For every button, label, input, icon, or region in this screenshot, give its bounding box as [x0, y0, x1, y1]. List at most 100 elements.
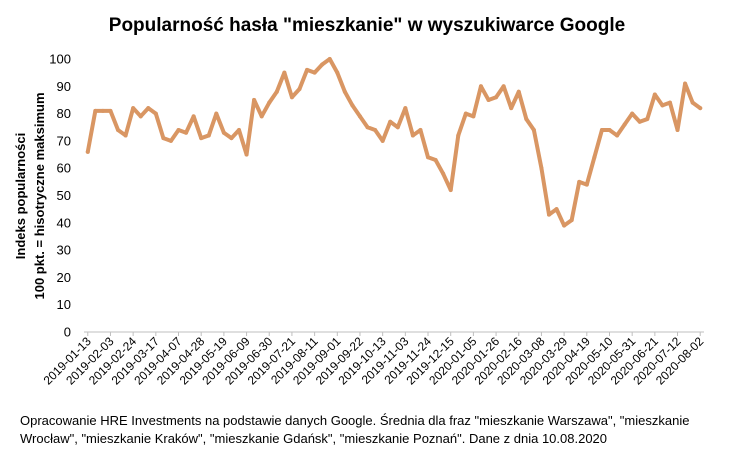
- data-point: [448, 188, 453, 193]
- data-point: [161, 136, 166, 141]
- data-point: [599, 127, 604, 132]
- y-tick-label: 10: [57, 297, 71, 312]
- data-point: [531, 127, 536, 132]
- y-tick-label: 20: [57, 270, 71, 285]
- data-point: [509, 106, 514, 111]
- source-footnote: Opracowanie HRE Investments na podstawie…: [20, 412, 720, 448]
- y-tick-label: 0: [64, 325, 71, 340]
- y-axis: 0 10 20 30 40 50 60 70 80 90 100: [49, 52, 71, 340]
- data-point: [395, 125, 400, 130]
- data-point: [131, 106, 136, 111]
- data-point: [237, 127, 241, 132]
- data-point: [607, 127, 612, 132]
- data-point: [577, 179, 582, 184]
- data-point: [320, 62, 325, 67]
- data-point: [289, 95, 294, 100]
- data-point: [221, 130, 226, 135]
- y-tick-label: 60: [57, 161, 71, 176]
- data-point: [516, 89, 521, 94]
- data-point: [85, 149, 90, 154]
- data-point: [584, 182, 589, 187]
- data-point: [305, 67, 310, 72]
- chart: Popularność hasła "mieszkanie" w wyszuki…: [13, 15, 707, 388]
- data-point: [660, 103, 665, 108]
- data-point: [206, 133, 211, 138]
- data-point: [471, 114, 476, 119]
- y-tick-label: 30: [57, 243, 71, 258]
- series-plot: [85, 57, 703, 228]
- data-point: [357, 114, 362, 119]
- data-point: [100, 108, 105, 113]
- data-point: [539, 166, 544, 171]
- data-point: [403, 106, 408, 111]
- y-tick-label: 70: [57, 133, 71, 148]
- data-point: [418, 127, 423, 132]
- data-point: [282, 70, 287, 75]
- data-point: [441, 171, 446, 176]
- data-point: [365, 125, 370, 130]
- data-point: [478, 84, 483, 89]
- data-point: [486, 97, 491, 102]
- footnote-line-1: Opracowanie HRE Investments na podstawie…: [20, 413, 690, 428]
- data-point: [524, 117, 529, 122]
- y-tick-label: 80: [57, 106, 71, 121]
- data-point: [244, 152, 249, 157]
- data-point: [191, 114, 196, 119]
- data-point: [501, 84, 506, 89]
- y-tick-label: 50: [57, 188, 71, 203]
- data-point: [463, 111, 468, 116]
- data-point: [184, 130, 189, 135]
- data-point: [494, 95, 499, 100]
- data-point: [229, 136, 234, 141]
- data-point: [168, 138, 173, 143]
- footnote-line-2: Wrocław", "mieszkanie Kraków", "mieszkan…: [20, 431, 608, 446]
- data-point: [335, 70, 340, 75]
- data-point: [622, 122, 627, 127]
- data-point: [698, 106, 703, 111]
- data-point: [199, 136, 204, 141]
- data-point: [683, 81, 688, 86]
- data-point: [116, 127, 121, 132]
- data-point: [433, 158, 438, 163]
- data-point: [342, 89, 347, 94]
- data-point: [123, 133, 128, 138]
- data-point: [312, 70, 317, 75]
- data-point: [630, 111, 635, 116]
- data-point: [652, 92, 657, 97]
- y-tick-label: 40: [57, 215, 71, 230]
- data-point: [153, 111, 158, 116]
- data-point: [637, 119, 642, 124]
- data-point: [615, 133, 620, 138]
- y-tick-label: 100: [49, 52, 71, 67]
- data-point: [176, 127, 181, 132]
- data-point: [138, 114, 143, 119]
- data-point: [93, 108, 98, 113]
- data-point: [327, 57, 332, 61]
- data-point: [675, 127, 680, 132]
- data-point: [252, 97, 257, 102]
- data-point: [297, 87, 302, 92]
- data-point: [562, 223, 567, 228]
- series-line: [85, 57, 703, 228]
- chart-title: Popularność hasła "mieszkanie" w wyszuki…: [109, 15, 625, 36]
- data-point: [667, 100, 672, 105]
- data-point: [274, 89, 279, 94]
- data-point: [267, 100, 272, 105]
- data-point: [259, 114, 264, 119]
- data-point: [592, 155, 597, 160]
- data-point: [569, 218, 574, 223]
- data-point: [108, 108, 113, 113]
- data-point: [690, 100, 695, 105]
- y-tick-label: 90: [57, 79, 71, 94]
- y-axis-label-line2: 100 pkt. = hisotryczne maksimum: [32, 92, 47, 299]
- data-point: [645, 117, 650, 122]
- data-point: [547, 212, 551, 217]
- data-point: [214, 111, 219, 116]
- data-point: [456, 133, 461, 138]
- y-axis-label-line1: Indeks popularności: [13, 133, 28, 259]
- data-point: [380, 138, 385, 143]
- data-point: [426, 155, 431, 160]
- data-point: [410, 133, 415, 138]
- x-axis: 2019-01-132019-02-032019-02-242019-03-17…: [41, 332, 707, 388]
- data-point: [554, 207, 559, 212]
